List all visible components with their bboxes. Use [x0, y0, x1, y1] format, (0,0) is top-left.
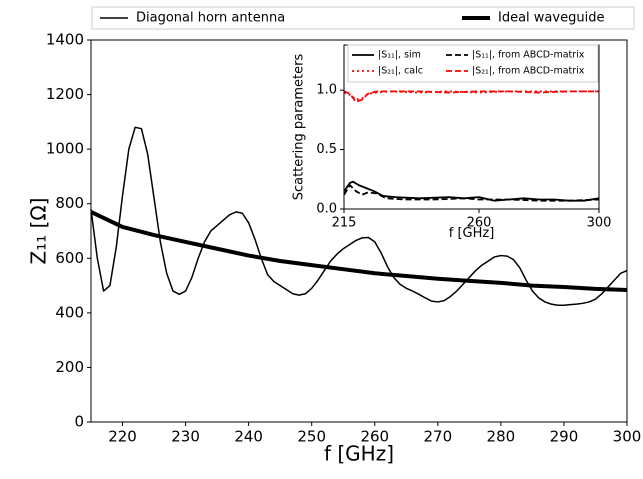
y-axis-label: Z₁₁ [Ω] [27, 198, 51, 265]
x-tick-label: 215 [332, 215, 357, 230]
legend-label: |S₂₁|, calc [378, 66, 423, 77]
x-tick-label: 290 [550, 428, 579, 446]
plot-frame [90, 39, 628, 423]
x-axis-label: f [GHz] [449, 226, 495, 241]
x-tick-label: 270 [424, 428, 453, 446]
y-tick-label: 0.5 [316, 142, 337, 157]
x-tick-label: 220 [108, 428, 137, 446]
x-tick-label: 240 [234, 428, 263, 446]
legend-label: Diagonal horn antenna [136, 11, 285, 26]
y-tick-label: 1400 [46, 31, 84, 49]
y-tick-label: 800 [55, 194, 84, 212]
x-tick-label: 300 [613, 428, 642, 446]
y-tick-label: 1.0 [316, 83, 337, 98]
legend-label: |S₁₁|, from ABCD-matrix [472, 50, 585, 61]
series-line [90, 126, 628, 306]
y-tick-label: 600 [55, 249, 84, 267]
legend-box [347, 44, 599, 83]
y-tick-label: 0 [74, 413, 84, 431]
legend-label: |S₁₁|, sim [378, 50, 421, 61]
legend-label: Ideal waveguide [498, 11, 604, 26]
y-tick-label: 0.0 [316, 202, 337, 217]
series-line [90, 210, 628, 292]
legend-box [91, 6, 635, 30]
y-tick-label: 400 [55, 303, 84, 321]
series-line [343, 184, 600, 202]
y-tick-label: 1000 [46, 140, 84, 158]
y-tick-label: 200 [55, 358, 84, 376]
x-axis-label: f [GHz] [324, 442, 394, 466]
series-line [343, 90, 599, 101]
y-axis-label: Scattering parameters [292, 54, 307, 201]
x-tick-label: 230 [171, 428, 200, 446]
legend-label: |S₂₁|, from ABCD-matrix [472, 66, 585, 77]
x-tick-label: 250 [297, 428, 326, 446]
series-line [343, 90, 599, 103]
x-tick-label: 300 [587, 215, 612, 230]
y-tick-label: 1200 [46, 85, 84, 103]
x-tick-label: 260 [467, 215, 492, 230]
x-tick-label: 260 [360, 428, 389, 446]
x-tick-label: 280 [487, 428, 516, 446]
